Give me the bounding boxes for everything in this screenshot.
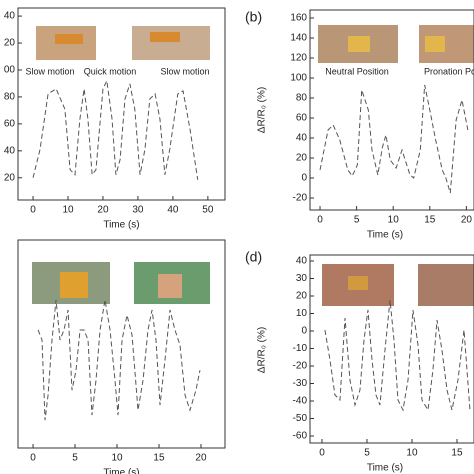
x-axis-label: Time (s) bbox=[103, 220, 139, 231]
data-line bbox=[324, 299, 471, 412]
y-tick-label: 20 bbox=[296, 291, 308, 302]
photo-sensor bbox=[348, 276, 368, 290]
plot-frame bbox=[17, 239, 226, 449]
photo-sensor bbox=[348, 36, 370, 52]
x-tick-label: 0 bbox=[30, 453, 36, 464]
y-tick-label: 100 bbox=[290, 73, 307, 84]
y-tick-label: 40 bbox=[4, 11, 16, 22]
photo-sensor bbox=[158, 274, 182, 298]
y-tick-label: 80 bbox=[4, 92, 16, 103]
y-tick-label: -20 bbox=[293, 361, 308, 372]
annotation: Neutral Position bbox=[325, 66, 389, 76]
data-line bbox=[319, 84, 469, 194]
y-tick-label: -40 bbox=[293, 396, 308, 407]
data-line bbox=[37, 299, 201, 421]
y-tick-label: 80 bbox=[296, 93, 308, 104]
x-tick-label: 10 bbox=[62, 205, 74, 216]
y-tick-label: -20 bbox=[293, 193, 308, 204]
x-tick-label: 0 bbox=[319, 448, 325, 459]
photo-sensor bbox=[425, 36, 445, 52]
y-tick-label: 40 bbox=[4, 145, 16, 156]
x-tick-label: 20 bbox=[97, 205, 109, 216]
y-tick-label: 00 bbox=[4, 65, 16, 76]
plot-frame bbox=[17, 7, 226, 201]
y-tick-label: 40 bbox=[296, 256, 308, 267]
panel-label: (b) bbox=[245, 9, 262, 25]
y-tick-label: 30 bbox=[296, 273, 308, 284]
x-tick-label: 5 bbox=[72, 453, 78, 464]
y-axis-label: ΔR/R₀ (%) bbox=[257, 327, 268, 373]
photo-sensor bbox=[60, 272, 88, 298]
x-tick-label: 20 bbox=[461, 215, 473, 226]
annotation: Slow motion bbox=[160, 66, 209, 76]
x-tick-label: 5 bbox=[354, 215, 360, 226]
photo bbox=[418, 264, 474, 306]
annotation: Quick motion bbox=[84, 66, 137, 76]
x-tick-label: 10 bbox=[111, 453, 123, 464]
plot-frame bbox=[309, 9, 474, 211]
y-tick-label: 20 bbox=[4, 38, 16, 49]
y-tick-label: 60 bbox=[4, 119, 16, 130]
photo-sensor bbox=[55, 34, 83, 44]
y-tick-label: 40 bbox=[296, 133, 308, 144]
x-tick-label: 5 bbox=[364, 448, 370, 459]
y-tick-label: 20 bbox=[4, 172, 16, 183]
x-axis-label: Time (s) bbox=[367, 230, 403, 241]
y-tick-label: -30 bbox=[293, 378, 308, 389]
y-tick-label: 0 bbox=[301, 173, 307, 184]
y-tick-label: 140 bbox=[290, 33, 307, 44]
x-tick-label: 15 bbox=[424, 215, 436, 226]
panel-label: (d) bbox=[245, 249, 262, 265]
y-tick-label: 20 bbox=[296, 153, 308, 164]
y-tick-label: -60 bbox=[293, 431, 308, 442]
x-tick-label: 40 bbox=[167, 205, 179, 216]
annotation: Pronation Po bbox=[424, 66, 474, 76]
x-tick-label: 15 bbox=[451, 448, 463, 459]
y-tick-label: -50 bbox=[293, 413, 308, 424]
y-tick-label: 120 bbox=[290, 53, 307, 64]
x-tick-label: 50 bbox=[202, 205, 214, 216]
y-axis-label: ΔR/R₀ (%) bbox=[257, 87, 268, 133]
x-tick-label: 15 bbox=[153, 453, 165, 464]
y-tick-label: 160 bbox=[290, 13, 307, 24]
x-tick-label: 0 bbox=[317, 215, 323, 226]
x-tick-label: 30 bbox=[132, 205, 144, 216]
data-line bbox=[32, 79, 199, 180]
y-tick-label: -10 bbox=[293, 343, 308, 354]
y-tick-label: 60 bbox=[296, 113, 308, 124]
x-axis-label: Time (s) bbox=[103, 468, 139, 474]
x-tick-label: 10 bbox=[388, 215, 400, 226]
annotation: Slow motion bbox=[25, 66, 74, 76]
y-tick-label: 10 bbox=[296, 308, 308, 319]
x-axis-label: Time (s) bbox=[367, 463, 403, 474]
photo bbox=[132, 26, 210, 60]
y-tick-label: 0 bbox=[301, 326, 307, 337]
x-tick-label: 10 bbox=[406, 448, 418, 459]
x-tick-label: 20 bbox=[195, 453, 207, 464]
x-tick-label: 0 bbox=[30, 205, 36, 216]
photo-sensor bbox=[150, 32, 180, 42]
